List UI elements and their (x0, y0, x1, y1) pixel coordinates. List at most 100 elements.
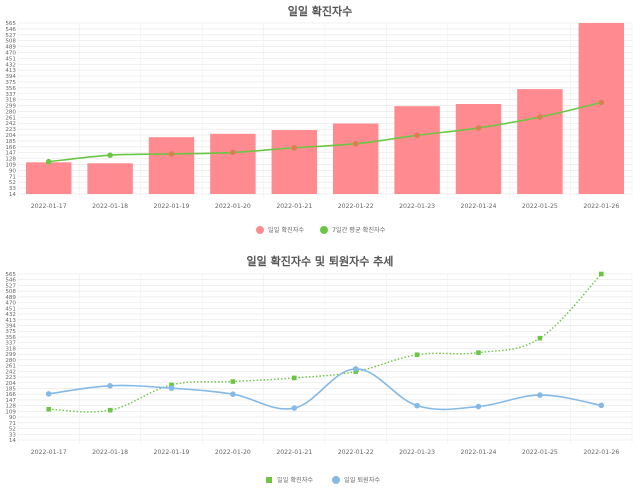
data-point (291, 144, 298, 151)
x-tick-label: 2022-01-19 (154, 449, 190, 456)
y-tick-label: 432 (5, 312, 16, 318)
data-point (46, 406, 51, 412)
bar (578, 23, 625, 194)
y-tick-label: 394 (5, 324, 16, 330)
data-point (598, 402, 605, 409)
y-tick-label: 318 (5, 98, 16, 104)
chart-title: 일일 확진자수 (288, 4, 353, 18)
bar (148, 137, 195, 194)
legend-label: 일일 확진자수 (268, 226, 304, 234)
data-point (230, 149, 236, 156)
y-tick-label: 356 (5, 335, 16, 341)
x-tick-label: 2022-01-20 (215, 203, 251, 210)
y-tick-label: 356 (5, 86, 16, 92)
bar (394, 106, 440, 194)
x-tick-label: 2022-01-25 (522, 203, 558, 210)
x-axis-ticks: 2022-01-17 2022-01-18 2022-01-19 2022-01-20… (31, 449, 620, 456)
series-line (48, 368, 602, 411)
data-point (414, 132, 420, 139)
data-point (598, 99, 605, 106)
x-tick-label: 2022-01-17 (31, 449, 67, 456)
legend-swatch (320, 226, 328, 234)
legend-label: 일일 퇴원자수 (344, 476, 380, 484)
legend-swatch (266, 477, 272, 483)
daily-cases-chart: 일일 확진자수 14335271901091281471661852042232… (5, 4, 633, 234)
bar-series (25, 23, 625, 194)
y-tick-label: 280 (5, 358, 16, 364)
data-point (537, 114, 543, 120)
x-tick-label: 2022-01-18 (92, 449, 128, 456)
data-point (352, 140, 359, 147)
data-point (475, 125, 482, 131)
x-tick-label: 2022-01-17 (31, 203, 67, 210)
y-tick-label: 109 (5, 163, 16, 169)
y-tick-label: 413 (5, 68, 16, 74)
y-tick-label: 242 (5, 369, 16, 375)
y-tick-label: 33 (9, 186, 17, 192)
y-tick-label: 508 (5, 289, 16, 295)
data-point (476, 350, 481, 355)
legend[interactable]: 일일 확진자수 7일간 평균 확진자수 (256, 226, 386, 234)
y-tick-label: 147 (5, 398, 16, 404)
data-point (292, 375, 297, 381)
bar (332, 123, 379, 194)
y-tick-label: 546 (5, 278, 16, 284)
data-point (168, 151, 175, 157)
line-series (45, 271, 605, 413)
data-point (168, 385, 175, 391)
bar (210, 133, 256, 194)
x-tick-label: 2022-01-23 (399, 203, 435, 210)
y-tick-label: 90 (9, 168, 17, 174)
x-tick-label: 2022-01-23 (399, 449, 435, 456)
x-tick-label: 2022-01-18 (92, 203, 128, 210)
legend-label: 7일간 평균 확진자수 (332, 226, 386, 234)
y-tick-label: 71 (9, 421, 17, 427)
data-point (599, 271, 604, 277)
y-tick-label: 185 (5, 139, 16, 145)
trend-chart: 일일 확진자수 및 퇴원자수 추세 1433527190109128147166… (5, 254, 633, 484)
data-point (291, 405, 298, 411)
data-point (230, 391, 236, 398)
data-point (414, 352, 420, 358)
y-tick-label: 33 (9, 432, 17, 438)
y-tick-label: 394 (5, 74, 16, 80)
legend[interactable]: 일일 확진자수 일일 퇴원자수 (266, 476, 380, 484)
data-point (107, 382, 113, 389)
y-tick-label: 128 (5, 404, 16, 410)
data-point (169, 382, 174, 388)
y-tick-label: 52 (9, 180, 16, 186)
y-tick-label: 223 (5, 375, 16, 381)
y-tick-label: 413 (5, 318, 16, 324)
bar (455, 104, 502, 194)
y-tick-label: 337 (5, 341, 16, 347)
y-tick-label: 451 (5, 306, 16, 312)
y-tick-label: 185 (5, 386, 16, 392)
y-tick-label: 299 (5, 352, 16, 358)
x-tick-label: 2022-01-22 (338, 449, 374, 456)
y-tick-label: 242 (5, 121, 16, 127)
y-tick-label: 489 (5, 45, 16, 51)
x-tick-label: 2022-01-26 (583, 203, 619, 210)
y-tick-label: 14 (9, 192, 17, 198)
y-tick-label: 128 (5, 157, 16, 163)
bar (271, 130, 318, 194)
y-tick-label: 52 (9, 427, 16, 433)
data-point (537, 335, 543, 341)
data-point (414, 402, 420, 409)
y-tick-label: 223 (5, 127, 16, 133)
series-line (48, 101, 602, 163)
line-series (45, 99, 605, 165)
series-line (48, 273, 602, 413)
y-tick-label: 470 (5, 301, 16, 307)
y-tick-label: 90 (9, 415, 17, 421)
data-point (107, 407, 113, 413)
bar (517, 89, 563, 194)
y-tick-label: 204 (5, 133, 16, 139)
data-point (107, 152, 113, 159)
x-tick-label: 2022-01-21 (276, 203, 312, 210)
x-tick-label: 2022-01-25 (522, 449, 558, 456)
data-point (352, 366, 359, 372)
y-tick-label: 527 (5, 33, 16, 39)
y-tick-label: 299 (5, 104, 16, 110)
chart-title: 일일 확진자수 및 퇴원자수 추세 (247, 254, 394, 268)
